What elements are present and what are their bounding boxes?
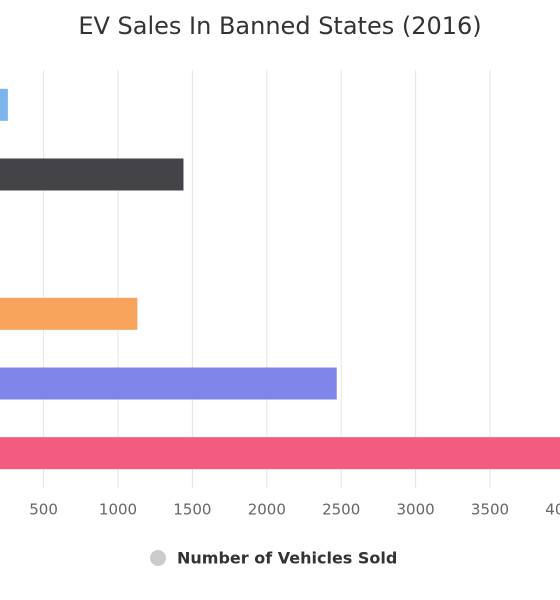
legend-label: Number of Vehicles Sold: [177, 549, 397, 568]
x-tick-label: 4000: [545, 501, 560, 519]
bar: [0, 158, 184, 191]
bar: [0, 367, 337, 400]
legend-symbol: [150, 550, 166, 566]
x-tick-label: 3000: [397, 501, 435, 519]
x-tick-label: 1000: [99, 501, 137, 519]
x-tick-label: 500: [29, 501, 58, 519]
x-tick-label: 1500: [173, 501, 211, 519]
bar: [0, 297, 138, 330]
bar: [0, 437, 560, 470]
chart-title: EV Sales In Banned States (2016): [78, 12, 481, 40]
x-tick-label: 3500: [471, 501, 509, 519]
x-tick-label: 2000: [248, 501, 286, 519]
x-tick-label: 2500: [322, 501, 360, 519]
bar: [0, 88, 8, 121]
